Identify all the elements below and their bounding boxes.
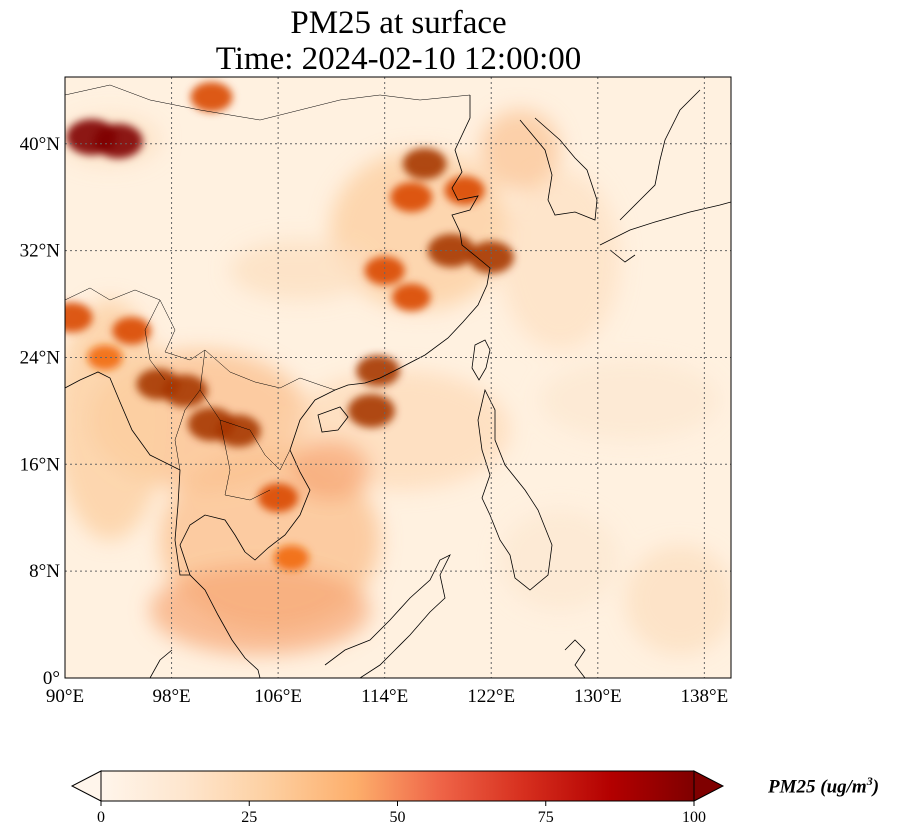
- pm25-hotspot: [444, 176, 485, 205]
- colorbar-ticks: 0 25 50 75 100: [97, 801, 706, 826]
- lat-tick-label: 32°N: [20, 241, 61, 262]
- colorbar-min-extend: [70, 770, 102, 802]
- lon-tick-label: 138°E: [681, 686, 729, 707]
- lon-tick-label: 98°E: [152, 686, 190, 707]
- pm25-hotspot: [273, 545, 310, 571]
- korea-coastline: [519, 117, 598, 221]
- japan-coastline: [599, 89, 731, 263]
- pm25-hotspot: [65, 302, 93, 333]
- lat-tick-label: 0°: [43, 668, 60, 689]
- colorbar-tick-label: 25: [241, 809, 257, 826]
- taiwan-coastline: [471, 339, 491, 381]
- lat-tick-label: 8°N: [29, 561, 60, 582]
- pm25-hotspot: [364, 256, 405, 286]
- colorbar-gradient: [101, 771, 694, 801]
- pm25-field: [65, 77, 731, 678]
- philippines-coastline: [477, 388, 553, 591]
- colorbar-max-extend: [693, 770, 725, 802]
- pm25-hotspot: [392, 283, 431, 312]
- pm25-hotspot: [402, 148, 447, 180]
- myanmar-coastline: [65, 371, 181, 471]
- lon-tick-labels: 90°E 98°E 106°E 114°E 122°E 130°E 138°E: [46, 686, 728, 707]
- lat-tick-labels: 0° 8°N 16°N 24°N 32°N 40°N: [20, 134, 61, 689]
- country-borders: [65, 84, 471, 501]
- chart-title-line1: PM25 at surface: [290, 5, 507, 41]
- pm25-hotspot: [390, 182, 433, 213]
- andaman-coastline: [174, 469, 190, 576]
- colorbar-tick-label: 50: [390, 809, 406, 826]
- colorbar-label-main: PM25 (ug/m: [768, 776, 867, 798]
- colorbar-tick-label: 100: [682, 809, 706, 826]
- pm25-hotspot: [356, 355, 400, 387]
- pm25-hotspot: [93, 123, 143, 159]
- pm25-hotspot: [215, 414, 261, 448]
- china-coastline: [334, 95, 491, 391]
- map-frame: [64, 76, 732, 679]
- pm25-hotspot: [87, 344, 123, 371]
- lon-tick-label: 130°E: [574, 686, 622, 707]
- colorbar-label-sup: 3: [866, 774, 873, 788]
- lon-tick-label: 122°E: [467, 686, 515, 707]
- lon-tick-label: 106°E: [254, 686, 302, 707]
- colorbar-label-end: ): [872, 776, 880, 798]
- colorbar-tick-label: 0: [97, 809, 105, 826]
- sulawesi-coastline: [564, 639, 586, 678]
- coastlines: [65, 84, 731, 678]
- vietnam-coastline: [244, 389, 336, 561]
- colorbar: 0 25 50 75 100: [70, 770, 725, 826]
- colorbar-label: PM25 (ug/m3): [768, 774, 879, 798]
- lat-tick-label: 24°N: [20, 347, 61, 368]
- pm25-hotspot: [112, 316, 151, 345]
- lon-tick-label: 90°E: [46, 686, 84, 707]
- pm25-hotspot: [162, 374, 208, 408]
- hainan-coastline: [317, 406, 349, 433]
- chart-title-line2: Time: 2024-02-10 12:00:00: [215, 41, 582, 77]
- pm25-hotspot: [347, 394, 395, 428]
- lat-tick-label: 16°N: [20, 454, 61, 475]
- borneo-coastline: [324, 554, 451, 678]
- pm25-hotspot: [190, 82, 233, 113]
- lat-tick-label: 40°N: [20, 134, 61, 155]
- sumatra-coastline: [149, 649, 173, 678]
- hotspot-layer: [65, 82, 514, 571]
- lon-tick-label: 114°E: [361, 686, 408, 707]
- colorbar-tick-label: 75: [538, 809, 554, 826]
